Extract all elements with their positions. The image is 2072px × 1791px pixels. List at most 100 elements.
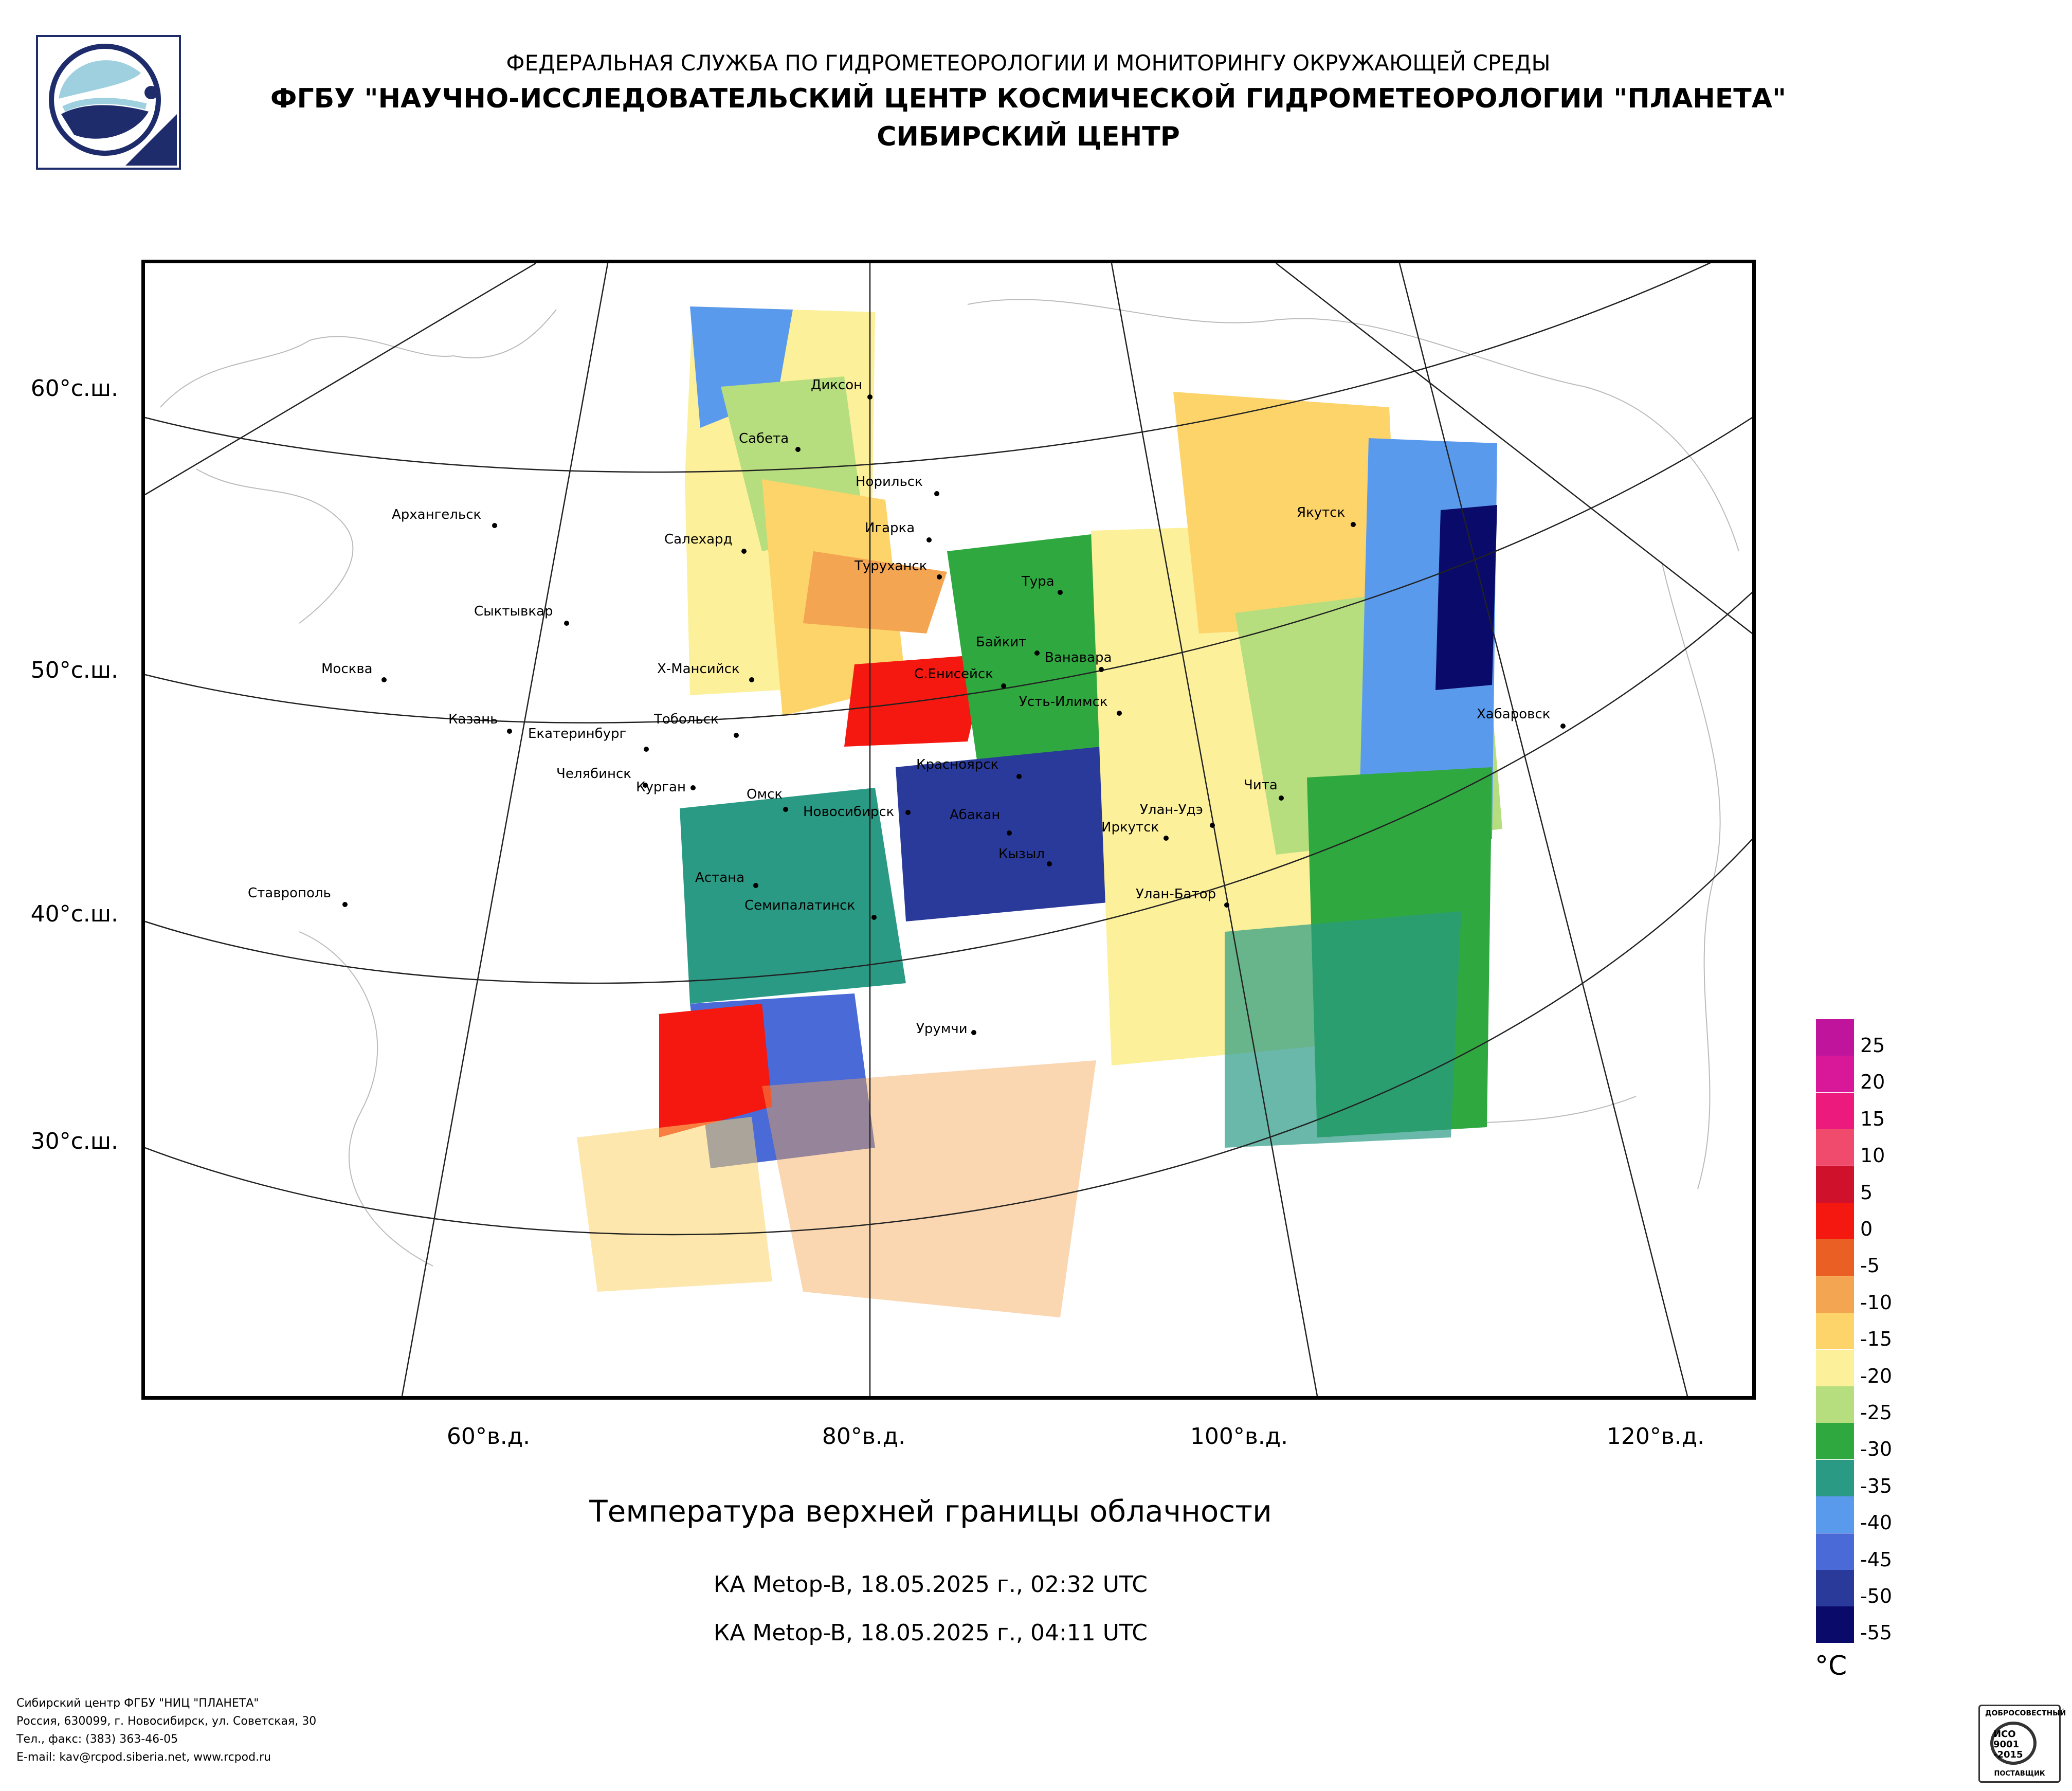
map-canvas (145, 263, 1752, 1396)
iso-ring-icon (1990, 1722, 2037, 1765)
city-label-ulan-bator: Улан-Батор (1136, 887, 1216, 902)
institute-line: ФГБУ "НАУЧНО-ИССЛЕДОВАТЕЛЬСКИЙ ЦЕНТР КОС… (270, 83, 1787, 114)
iso-certification-badge: ДОБРОСОВЕСТНЫЙ ИСО 9001 -2015 ПОСТАВЩИК (1978, 1705, 2066, 1783)
legend-label: -50 (1860, 1585, 1893, 1607)
city-label-urumqi: Урумчи (916, 1021, 968, 1037)
latitude-label-30n: 30°с.ш. (30, 1128, 118, 1154)
city-label-igarka: Игарка (865, 520, 915, 536)
legend-swatch (1816, 1386, 1854, 1423)
legend-label: -5 (1860, 1254, 1880, 1277)
city-label-vanavara: Ванавара (1045, 650, 1112, 665)
cloud-top-overlay (577, 306, 1502, 1317)
agency-line: ФЕДЕРАЛЬНАЯ СЛУЖБА ПО ГИДРОМЕТЕОРОЛОГИИ … (506, 50, 1551, 76)
city-label-khanty-mansiysk: Х-Мансийск (657, 661, 740, 677)
map-title: Температура верхней границы облачности (589, 1494, 1272, 1529)
city-label-moscow: Москва (321, 661, 373, 677)
legend-label: -25 (1860, 1401, 1893, 1424)
city-label-khabarovsk: Хабаровск (1477, 707, 1551, 722)
city-label-syktyvkar: Сыктывкар (474, 604, 553, 619)
legend-swatch (1816, 1533, 1854, 1570)
city-label-tura: Тура (1022, 574, 1055, 589)
city-label-baikit: Байкит (976, 635, 1027, 650)
legend-label: -45 (1860, 1548, 1893, 1571)
legend-swatch (1816, 1276, 1854, 1313)
city-label-astana: Астана (695, 870, 745, 885)
legend-label: -20 (1860, 1365, 1893, 1387)
city-label-s-eniseysk: С.Енисейск (914, 666, 993, 682)
legend-label: -10 (1860, 1291, 1893, 1314)
city-label-tobolsk: Тобольск (654, 712, 719, 727)
city-label-ust-ilimsk: Усть-Илимск (1019, 694, 1108, 710)
city-label-irkutsk: Иркутск (1101, 820, 1159, 835)
city-label-sabeta: Сабета (739, 431, 789, 446)
legend-label: 10 (1860, 1144, 1885, 1167)
legend-swatch (1816, 1056, 1854, 1092)
legend-swatch (1816, 1129, 1854, 1166)
footer-org: Сибирский центр ФГБУ "НИЦ "ПЛАНЕТА" (16, 1697, 259, 1710)
legend-swatch (1816, 1166, 1854, 1203)
footer-email: E-mail: kav@rcpod.siberia.net, www.rcpod… (16, 1751, 271, 1764)
city-label-chelyabinsk: Челябинск (556, 766, 632, 782)
legend-label: 5 (1860, 1181, 1873, 1204)
legend-label: 0 (1860, 1218, 1873, 1240)
city-label-ulan-ude: Улан-Удэ (1140, 802, 1203, 818)
legend-swatch (1816, 1570, 1854, 1606)
legend-swatch (1816, 1606, 1854, 1643)
legend-swatch (1816, 1093, 1854, 1129)
legend-swatch (1816, 1203, 1854, 1239)
city-label-turukhansk: Туруханск (855, 558, 928, 574)
longitude-label-80e: 80°в.д. (822, 1423, 906, 1450)
iso-line2: 9001 (1993, 1739, 2020, 1750)
city-label-abakan: Абакан (950, 807, 1001, 823)
city-label-kazan: Казань (448, 712, 498, 727)
legend-label: -15 (1860, 1328, 1893, 1350)
legend-label: 20 (1860, 1071, 1885, 1093)
center-line: СИБИРСКИЙ ЦЕНТР (877, 121, 1180, 152)
city-label-stavropol: Ставрополь (248, 885, 331, 901)
legend-swatch (1816, 1460, 1854, 1496)
longitude-label-120e: 120°в.д. (1606, 1423, 1705, 1450)
city-label-dikson: Диксон (811, 377, 863, 393)
legend-label: 15 (1860, 1108, 1885, 1130)
iso-arc-text: ДОБРОСОВЕСТНЫЙ (1985, 1709, 2066, 1717)
satellite-pass-2: КА Metop-B, 18.05.2025 г., 04:11 UTC (714, 1620, 1148, 1646)
legend-swatch (1816, 1423, 1854, 1459)
legend-swatch (1816, 1313, 1854, 1349)
latitude-label-40n: 40°с.ш. (30, 901, 118, 927)
cloud-top-temperature-map: Диксон Сабета Норильск Архангельск Салех… (141, 260, 1756, 1400)
city-label-ekaterinburg: Екатеринбург (528, 726, 627, 741)
longitude-label-100e: 100°в.д. (1190, 1423, 1288, 1450)
city-label-novosibirsk: Новосибирск (803, 804, 895, 820)
city-label-kurgan: Курган (636, 780, 686, 795)
planeta-logo-icon (36, 35, 181, 170)
legend-label: -35 (1860, 1475, 1893, 1497)
legend-swatch (1816, 1496, 1854, 1533)
legend-label: -40 (1860, 1511, 1893, 1534)
graticule (145, 263, 1752, 1396)
legend-unit: °C (1815, 1651, 1847, 1681)
iso-line1: ИСО (1993, 1729, 2016, 1740)
footer-address: Россия, 630099, г. Новосибирск, ул. Сове… (16, 1715, 317, 1728)
iso-line3: -2015 (1993, 1749, 2023, 1760)
legend-swatch (1816, 1350, 1854, 1386)
city-markers (342, 394, 1566, 1035)
city-label-salekhard: Салехард (664, 532, 733, 547)
city-label-kyzyl: Кызыл (998, 846, 1045, 862)
legend-swatch (1816, 1019, 1854, 1056)
footer-phone: Тел., факс: (383) 363-46-05 (16, 1733, 178, 1746)
city-label-arkhangelsk: Архангельск (392, 507, 482, 522)
temperature-legend (1816, 1019, 1854, 1644)
legend-label: -55 (1860, 1621, 1893, 1644)
legend-label: 25 (1860, 1034, 1885, 1057)
legend-swatch (1816, 1239, 1854, 1276)
city-label-yakutsk: Якутск (1297, 505, 1346, 520)
latitude-label-60n: 60°с.ш. (30, 375, 118, 402)
city-label-chita: Чита (1244, 777, 1278, 793)
legend-label: -30 (1860, 1438, 1893, 1460)
longitude-label-60e: 60°в.д. (446, 1423, 531, 1450)
city-label-krasnoyarsk: Красноярск (916, 757, 999, 772)
iso-bottom-text: ПОСТАВЩИК (1994, 1770, 2045, 1778)
city-label-norilsk: Норильск (856, 474, 923, 490)
latitude-label-50n: 50°с.ш. (30, 657, 118, 683)
city-label-omsk: Омск (747, 787, 783, 802)
